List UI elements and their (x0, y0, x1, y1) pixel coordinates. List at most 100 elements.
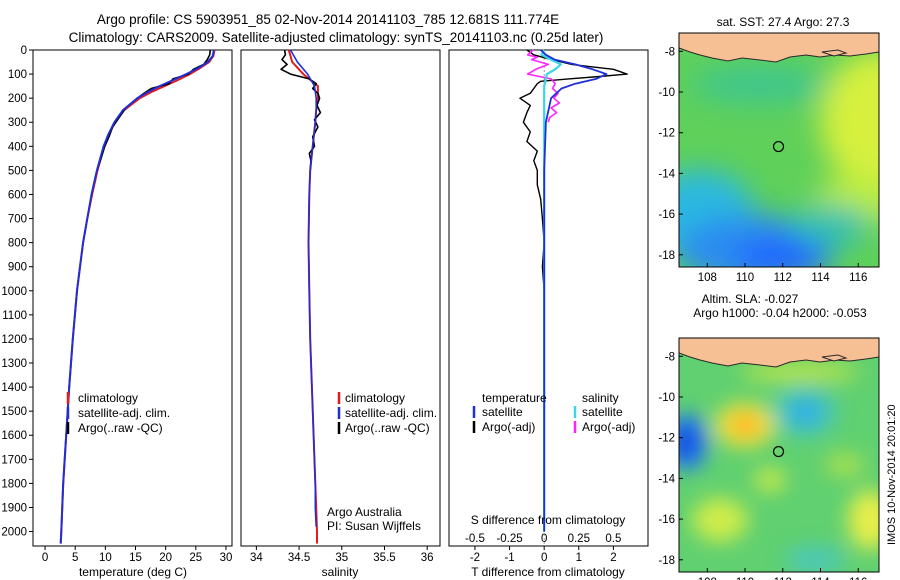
t-difference-satellite-line (540, 49, 608, 532)
depth-tick-label: 1000 (1, 286, 27, 298)
depth-tick-label: 1400 (1, 382, 27, 394)
sst-map-title: sat. SST: 27.4 Argo: 27.3 (717, 15, 850, 29)
sla-map-panel: Altim. SLA: -0.027 Argo h1000: -0.04 h20… (658, 292, 880, 580)
legend-label-s-satellite: satellite (582, 405, 623, 419)
longitude-tick-label: 114 (811, 577, 830, 580)
depth-axis-ticks: 0 100 200 300 400 500 600 700 800 900 1000 1100 1200… (1, 45, 33, 539)
temperature-plot-frame (32, 49, 233, 547)
t-difference-tick-label: 1 (576, 552, 582, 564)
temperature-panel: 0100200300400500600700800900100011001200… (1, 45, 233, 579)
longitude-tick-label: 110 (736, 272, 754, 284)
longitude-tick-label: 110 (736, 577, 754, 580)
temperature-legend: climatology satellite-adj. clim. Argo(..… (66, 391, 170, 435)
longitude-tick-label: 114 (811, 272, 830, 284)
imos-timestamp: IMOS 10-Nov-2014 20:01:20 (886, 404, 898, 545)
difference-legend: temperature salinity satellite Argo(-adj… (472, 391, 635, 434)
argo-position-marker (772, 445, 785, 458)
salinity-tick-label: 36 (421, 552, 434, 564)
argo-position-marker (772, 140, 785, 153)
s-difference-xlabel: S difference from climatology (471, 513, 626, 527)
depth-tick-label: 600 (8, 189, 27, 201)
legend-label-climatology: climatology (345, 391, 405, 405)
sla-low-west-core (679, 428, 694, 456)
sst-map-frame (678, 32, 880, 268)
sla-map-ticks: -8 -10 -12 -14 -16 -18 108 110 112 114 116 (658, 351, 867, 580)
salinity-plot-frame (240, 49, 441, 547)
legend-label-satellite: satellite-adj. clim. (78, 406, 170, 420)
depth-tick-label: 700 (8, 214, 27, 226)
s-difference-tick-label: -0.25 (496, 533, 522, 545)
legend-label-t-argo: Argo(-adj) (482, 420, 535, 434)
temperature-xlabel: temperature (deg C) (79, 565, 187, 579)
argo-australia-credit: Argo Australia (327, 505, 402, 519)
depth-tick-label: 200 (8, 93, 27, 105)
t-difference-tick-label: 2 (610, 552, 616, 564)
t-difference-tick-label: -2 (470, 552, 480, 564)
depth-tick-label: 500 (8, 165, 27, 177)
temperature-lines (59, 49, 216, 544)
salinity-argo-line (280, 49, 322, 171)
depth-tick-label: 300 (8, 117, 27, 129)
longitude-tick-label: 108 (698, 272, 717, 284)
figure-title-line2: Climatology: CARS2009. Satellite-adjuste… (69, 30, 604, 45)
salinity-xlabel: salinity (322, 565, 359, 579)
latitude-tick-label: -16 (658, 514, 675, 526)
salinity-tick-label: 35 (335, 552, 348, 564)
sla-map-title-line2: Argo h1000: -0.04 h2000: -0.053 (693, 306, 867, 320)
difference-panel: -2 -1 0 1 2-0.5 -0.25 0 0.25 0.5 S difference fr… (448, 49, 649, 579)
salinity-tick-label: 34 (250, 552, 263, 564)
temperature-tick-label: 5 (72, 552, 78, 564)
latitude-tick-label: -8 (665, 351, 675, 363)
depth-tick-label: 400 (8, 141, 27, 153)
legend-label-t-satellite: satellite (482, 405, 523, 419)
sla-field (679, 338, 879, 572)
sla-north-band (740, 362, 860, 382)
sst-field (679, 33, 879, 267)
pi-credit: PI: Susan Wijffels (327, 519, 421, 533)
temperature-tick-label: 25 (189, 552, 202, 564)
depth-tick-label: 800 (8, 238, 27, 250)
legend-label-argo: Argo(..raw -QC) (345, 421, 430, 435)
figure-title-line1: Argo profile: CS 5903951_85 02-Nov-2014 … (97, 12, 559, 27)
sst-map-ticks: -8 -10 -12 -14 -16 -18 108 110 112 114 116 (658, 46, 867, 284)
depth-tick-label: 2000 (1, 527, 27, 539)
latitude-tick-label: -18 (658, 250, 675, 262)
longitude-tick-label: 112 (774, 577, 792, 580)
sla-low-east-rim (771, 386, 839, 438)
longitude-tick-label: 116 (849, 577, 867, 580)
sst-cold-core (735, 238, 825, 267)
sla-map-frame (678, 337, 880, 573)
sla-high-south-east (848, 490, 879, 550)
salinity-tick-label: 34.5 (288, 552, 310, 564)
latitude-tick-label: -18 (658, 555, 675, 567)
sst-cool-north (690, 67, 830, 103)
sst-mid-band (790, 205, 870, 245)
longitude-tick-label: 108 (698, 577, 717, 580)
latitude-tick-label: -12 (658, 128, 675, 140)
salinity-lines (280, 49, 322, 544)
temperature-axis-ticks: 0 5 10 15 20 25 30 (42, 546, 232, 564)
salinity-legend: climatology satellite-adj. clim. Argo(..… (337, 391, 437, 435)
legend-label-s-argo: Argo(-adj) (582, 420, 635, 434)
depth-tick-label: 1900 (1, 502, 27, 514)
depth-tick-label: 1300 (1, 358, 27, 370)
longitude-tick-label: 112 (774, 272, 792, 284)
s-difference-tick-label: -0.5 (465, 533, 485, 545)
temperature-tick-label: 10 (99, 552, 112, 564)
depth-tick-label: 1800 (1, 478, 27, 490)
latitude-tick-label: -8 (665, 46, 675, 58)
sla-high-core (729, 413, 761, 437)
latitude-tick-label: -12 (658, 433, 675, 445)
s-difference-tick-label: 0.25 (568, 533, 590, 545)
latitude-tick-label: -10 (658, 392, 675, 404)
temperature-tick-label: 15 (129, 552, 142, 564)
depth-tick-label: 100 (8, 69, 27, 81)
temperature-satellite-line (59, 49, 215, 544)
depth-tick-label: 1500 (1, 406, 27, 418)
s-difference-tick-label: 0.5 (605, 533, 621, 545)
sla-high-south (754, 468, 786, 492)
latitude-tick-label: -14 (658, 168, 675, 180)
sla-high-south-west (692, 498, 748, 542)
island-east (821, 354, 848, 362)
